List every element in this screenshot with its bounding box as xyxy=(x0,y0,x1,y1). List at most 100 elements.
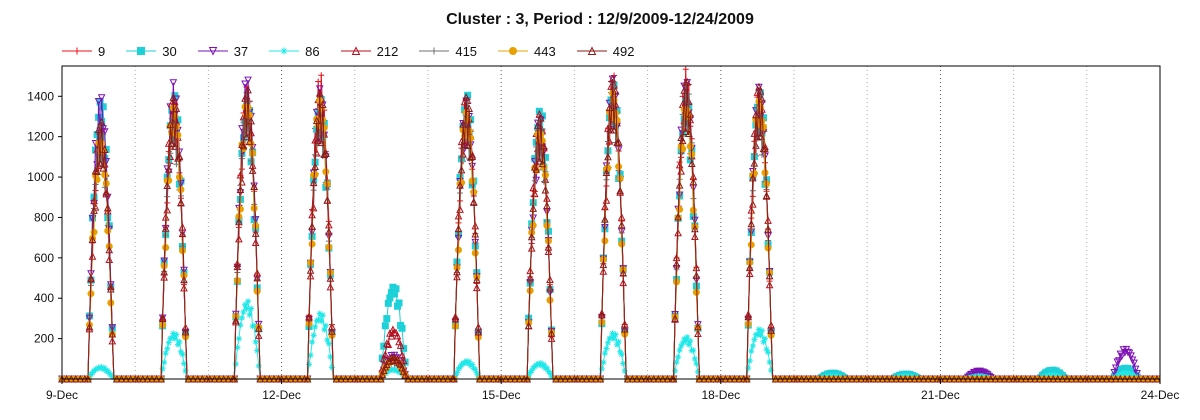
data-point xyxy=(88,235,97,243)
data-point xyxy=(754,331,761,338)
data-point xyxy=(543,222,551,230)
data-point xyxy=(163,181,172,190)
data-point xyxy=(747,219,756,228)
data-point xyxy=(453,369,460,376)
data-point xyxy=(543,365,550,372)
legend-swatch xyxy=(576,46,607,55)
data-point xyxy=(679,340,686,347)
data-point xyxy=(693,360,700,367)
data-point xyxy=(755,82,763,91)
data-point xyxy=(308,222,316,230)
data-point xyxy=(316,310,323,317)
data-point xyxy=(763,346,770,353)
data-point xyxy=(466,153,475,161)
data-point xyxy=(238,140,246,149)
data-point xyxy=(181,360,187,367)
data-point xyxy=(158,314,167,323)
data-point xyxy=(98,140,106,148)
data-point xyxy=(96,159,104,167)
data-point xyxy=(456,205,464,213)
data-point xyxy=(160,267,168,276)
data-point xyxy=(676,205,684,213)
legend-label: 492 xyxy=(612,43,635,59)
data-point xyxy=(95,364,102,371)
data-point xyxy=(328,327,336,335)
data-point xyxy=(613,116,621,124)
data-point xyxy=(161,359,168,366)
data-point xyxy=(239,141,248,150)
data-point xyxy=(547,370,553,377)
data-point xyxy=(472,275,481,284)
data-point xyxy=(174,341,181,348)
data-point xyxy=(524,321,533,330)
data-point xyxy=(611,72,618,79)
data-point xyxy=(471,249,479,257)
data-point xyxy=(608,74,617,83)
data-point xyxy=(760,123,767,131)
legend-swatch xyxy=(269,47,300,55)
data-point xyxy=(100,128,109,136)
data-point xyxy=(748,348,755,355)
data-point xyxy=(620,360,627,367)
x-tick-label: 9-Dec xyxy=(46,388,78,402)
data-point xyxy=(308,240,316,248)
data-point xyxy=(393,331,402,340)
data-point xyxy=(1118,352,1126,361)
data-point xyxy=(232,361,239,368)
data-point xyxy=(611,87,620,95)
data-point xyxy=(235,234,243,243)
data-point xyxy=(249,323,256,330)
data-point xyxy=(765,349,772,356)
legend-item-443: 443 xyxy=(498,44,556,59)
data-point xyxy=(691,224,699,233)
data-point xyxy=(760,338,767,345)
data-point xyxy=(744,312,753,321)
data-point xyxy=(747,241,755,249)
data-point xyxy=(764,244,772,252)
data-point xyxy=(315,89,324,97)
data-point xyxy=(689,206,697,214)
data-point xyxy=(674,212,682,221)
legend-item-86: 86 xyxy=(269,44,320,59)
data-point xyxy=(327,353,334,360)
data-point xyxy=(615,338,622,345)
data-point xyxy=(767,326,775,334)
data-point xyxy=(681,127,690,135)
data-point xyxy=(163,205,172,214)
data-point xyxy=(398,351,406,359)
data-point xyxy=(675,354,682,361)
data-point xyxy=(245,298,252,305)
y-tick-label: 200 xyxy=(34,332,54,346)
data-point xyxy=(466,358,473,365)
data-point xyxy=(612,331,619,338)
legend-label: 443 xyxy=(534,43,556,59)
data-point xyxy=(161,224,170,232)
data-point xyxy=(238,314,245,321)
data-point xyxy=(761,144,769,153)
data-point xyxy=(692,271,701,279)
data-point xyxy=(398,324,406,332)
data-point xyxy=(237,322,244,329)
data-point xyxy=(671,314,679,322)
data-point xyxy=(254,347,261,354)
data-point xyxy=(680,86,689,94)
data-point xyxy=(615,163,623,171)
data-point xyxy=(602,196,611,204)
data-point xyxy=(97,117,106,126)
data-point xyxy=(236,185,245,194)
data-point xyxy=(980,369,989,377)
data-point xyxy=(106,284,115,293)
data-point xyxy=(620,324,629,333)
data-point xyxy=(1115,371,1122,378)
data-point xyxy=(162,350,169,357)
data-point xyxy=(246,311,253,318)
data-point xyxy=(172,104,181,112)
data-point xyxy=(755,326,762,333)
data-point xyxy=(548,373,555,380)
legend-swatch xyxy=(498,47,529,55)
data-point xyxy=(765,271,774,280)
data-point xyxy=(745,263,754,272)
data-point xyxy=(1113,358,1122,367)
data-point xyxy=(611,335,618,342)
